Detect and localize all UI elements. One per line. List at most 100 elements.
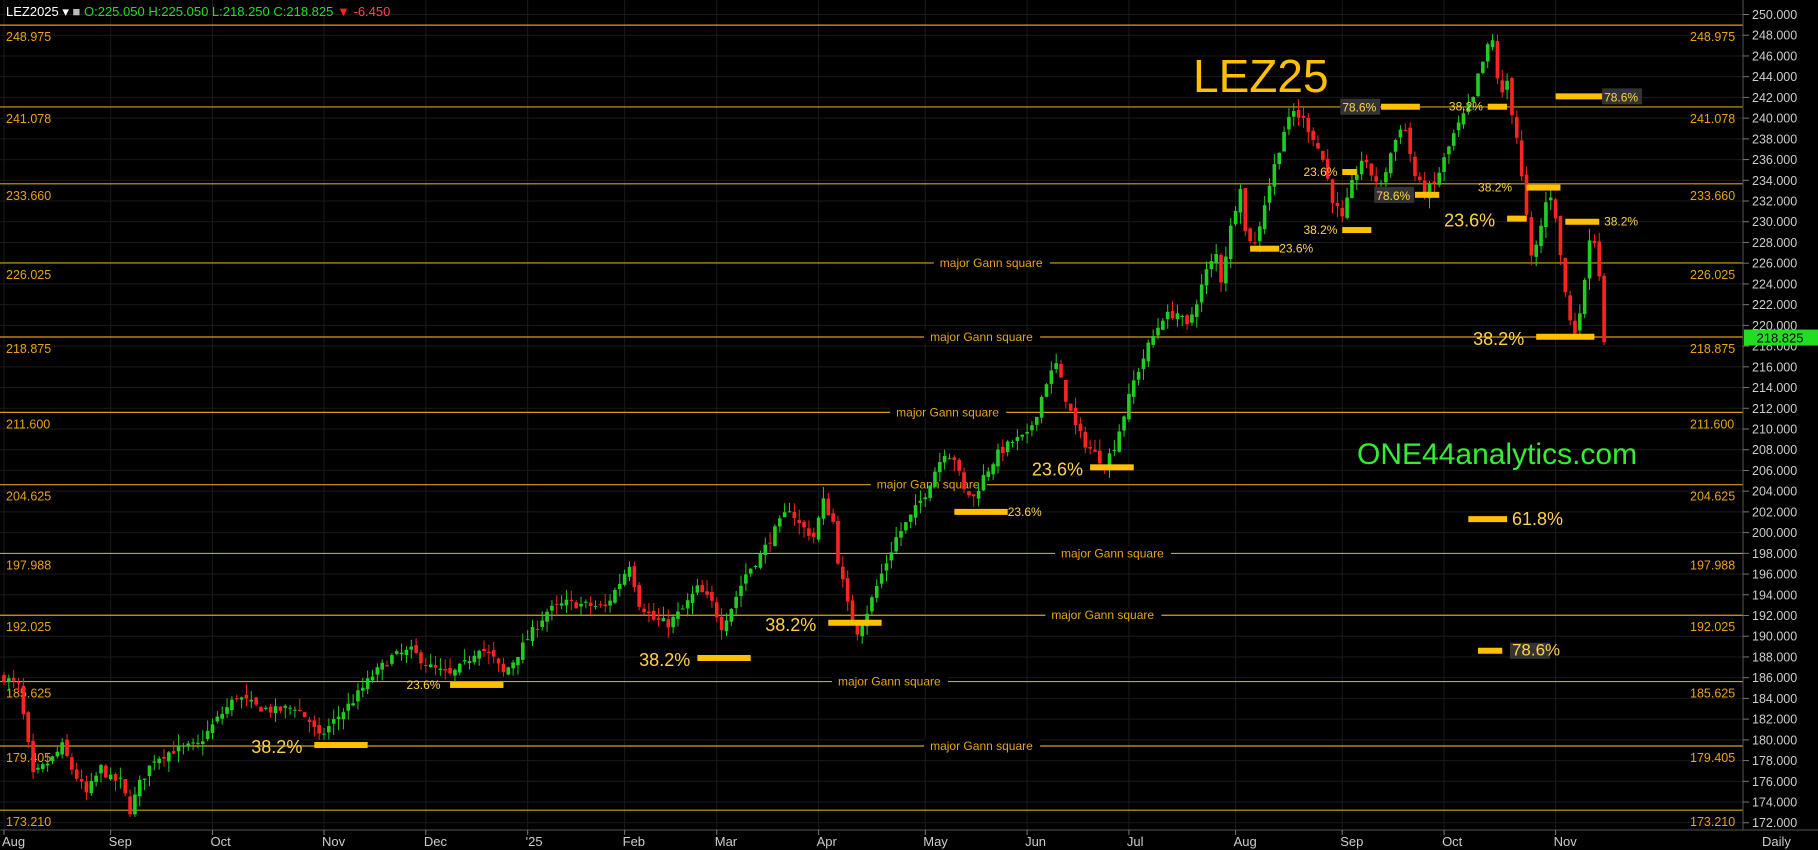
candle-body xyxy=(714,602,719,618)
candle-body xyxy=(84,781,89,793)
candle-body xyxy=(734,596,738,609)
fib-label: 23.6% xyxy=(406,678,440,692)
fib-label: 38.2% xyxy=(251,737,302,757)
candle-body xyxy=(685,600,690,609)
candle-body xyxy=(1495,41,1500,79)
candle-body xyxy=(647,611,651,614)
candle-body xyxy=(1451,133,1456,146)
y-tick-label: 176.000 xyxy=(1752,775,1797,789)
candle-body xyxy=(967,491,971,496)
candle-body xyxy=(1296,109,1301,118)
candle-body xyxy=(501,663,506,673)
candle-body xyxy=(1393,139,1398,152)
candle-body xyxy=(1548,197,1553,201)
symbol-dropdown-icon[interactable]: ▾ xyxy=(62,4,72,19)
x-tick-label: Jun xyxy=(1025,834,1046,849)
x-tick-label: Aug xyxy=(2,834,25,849)
candle-body xyxy=(952,457,957,461)
candle-body xyxy=(264,707,268,709)
symbol[interactable]: LEZ2025 xyxy=(6,4,59,19)
candle-body xyxy=(1078,423,1083,432)
fib-level-bar xyxy=(954,508,1008,515)
candle-body xyxy=(748,568,753,574)
legend-swatch-icon: ■ xyxy=(73,4,84,19)
y-tick-label: 180.000 xyxy=(1752,733,1797,747)
fib-level-bar xyxy=(1090,464,1134,471)
gann-level-right-label: 204.625 xyxy=(1690,490,1735,504)
gann-label-backdrop xyxy=(870,477,987,491)
fib-label-box xyxy=(1340,98,1381,115)
gann-level-left-label: 248.975 xyxy=(6,30,51,44)
candle-body xyxy=(1151,336,1155,345)
candle-body xyxy=(171,751,176,754)
candle-body xyxy=(792,511,797,519)
candle-body xyxy=(981,474,986,491)
candle-body xyxy=(1117,431,1122,452)
candle-body xyxy=(928,485,932,498)
fib-label: 23.6% xyxy=(1279,242,1313,256)
fib-label: 38.2% xyxy=(1473,329,1524,349)
candle-body xyxy=(1282,131,1286,152)
candle-body xyxy=(317,725,321,734)
candle-body xyxy=(1534,244,1539,257)
candle-body xyxy=(855,622,860,635)
candle-body xyxy=(118,777,123,779)
candle-body xyxy=(1573,320,1577,334)
candle-body xyxy=(1175,313,1180,320)
candle-body xyxy=(70,757,74,770)
candle-body xyxy=(259,707,263,712)
candle-body xyxy=(933,471,937,487)
gann-level-left-label: 197.988 xyxy=(6,558,51,572)
candle-body xyxy=(661,618,666,622)
candle-body xyxy=(331,719,336,724)
candle-body xyxy=(128,796,132,815)
candle-body xyxy=(491,650,496,657)
candle-body xyxy=(1093,449,1097,452)
candle-body xyxy=(1306,117,1311,133)
y-tick-label: 184.000 xyxy=(1752,692,1797,706)
candle-body xyxy=(385,665,389,667)
candle-body xyxy=(579,603,583,607)
candle-body xyxy=(1059,363,1063,378)
gann-square-label: major Gann square xyxy=(1051,608,1154,622)
candle-body xyxy=(676,611,680,619)
gann-level-left-label: 192.025 xyxy=(6,620,51,634)
x-tick-label: '25 xyxy=(526,834,543,849)
y-tick-label: 250.000 xyxy=(1752,8,1797,22)
candle-body xyxy=(1379,182,1383,184)
gann-level-left-label: 233.660 xyxy=(6,189,51,203)
candle-body xyxy=(1039,396,1044,418)
candle-body xyxy=(1384,172,1388,183)
candle-body xyxy=(1476,73,1480,97)
candle-body xyxy=(123,779,128,794)
candle-body xyxy=(535,629,540,631)
fib-label: 38.2% xyxy=(765,615,816,635)
candle-body xyxy=(288,707,292,709)
price-axis-panel xyxy=(1743,0,1818,850)
candle-body xyxy=(1481,61,1485,73)
gann-level-right-label: 233.660 xyxy=(1690,189,1735,203)
candle-body xyxy=(588,602,593,607)
candle-body xyxy=(225,707,229,714)
candle-body xyxy=(1185,315,1189,325)
candle-body xyxy=(50,756,55,762)
candle-body xyxy=(1359,160,1364,175)
candle-body xyxy=(947,458,952,460)
change-value: -6.450 xyxy=(353,4,390,19)
candle-body xyxy=(1034,416,1039,425)
gann-level-right-label: 197.988 xyxy=(1690,558,1735,572)
candle-body xyxy=(719,616,724,631)
fib-level-bar xyxy=(1342,227,1372,234)
candle-body xyxy=(753,566,758,568)
candle-body xyxy=(297,709,302,712)
candle-body xyxy=(700,584,705,593)
x-tick-label: Oct xyxy=(210,834,231,849)
candle-body xyxy=(1287,116,1291,130)
candle-body xyxy=(802,521,806,528)
y-tick-label: 186.000 xyxy=(1752,671,1797,685)
candle-body xyxy=(1466,103,1471,113)
fib-level-bar xyxy=(1487,103,1508,110)
fib-level-bar xyxy=(1342,169,1357,176)
